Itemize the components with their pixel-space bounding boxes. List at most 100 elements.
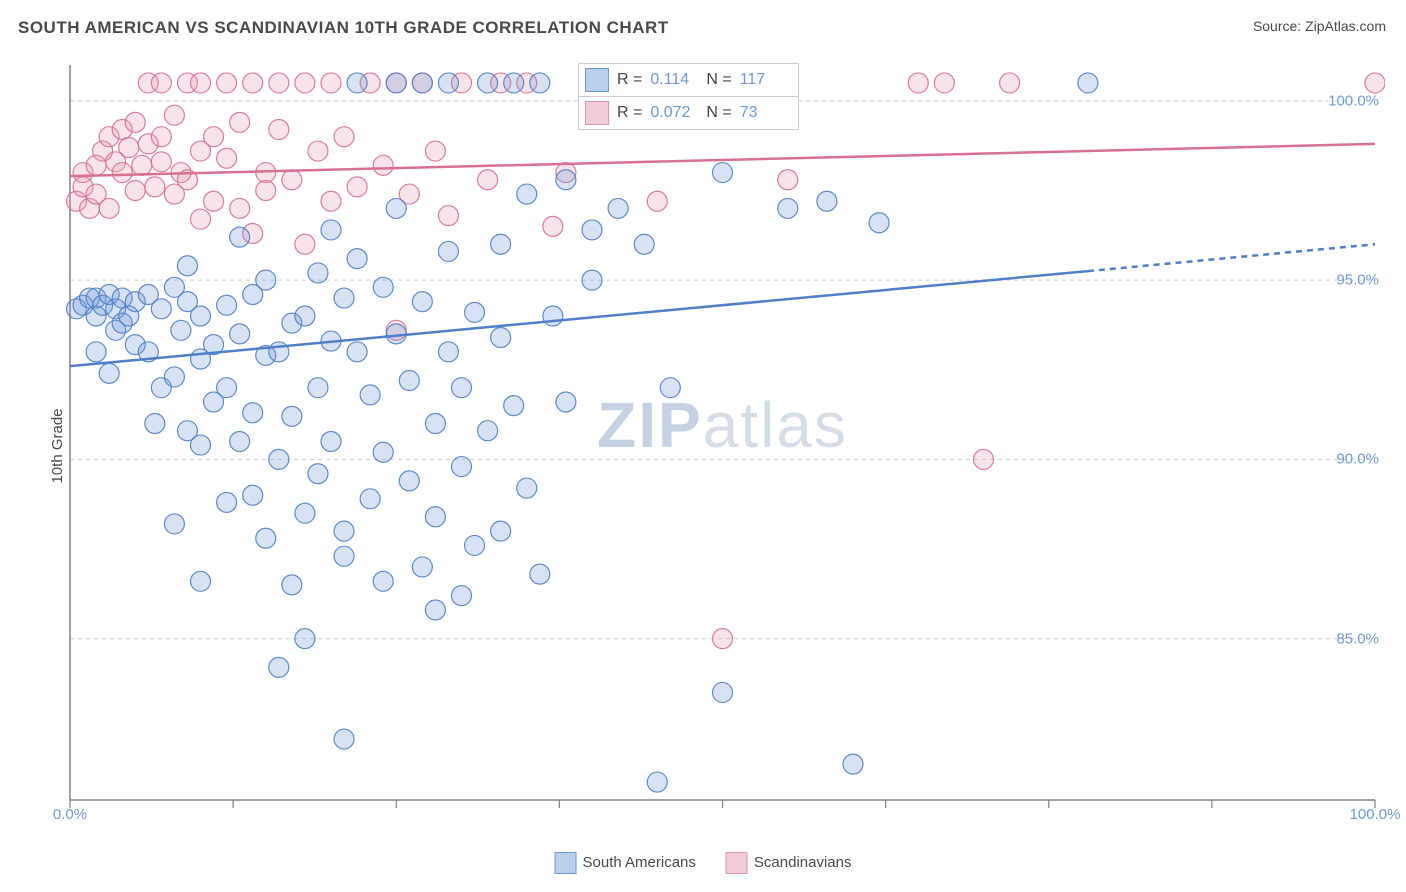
- scatter-point: [217, 295, 237, 315]
- stats-legend: R =0.114N =117R =0.072N =73: [578, 63, 799, 130]
- scatter-point: [151, 152, 171, 172]
- legend-item: Scandinavians: [726, 852, 852, 874]
- scatter-point: [217, 378, 237, 398]
- scatter-point: [145, 414, 165, 434]
- plot-area: R =0.114N =117R =0.072N =73 ZIPatlas 85.…: [60, 55, 1385, 825]
- legend-swatch: [585, 101, 609, 125]
- scatter-point: [412, 292, 432, 312]
- scatter-point: [504, 73, 524, 93]
- scatter-point: [99, 198, 119, 218]
- scatter-point: [295, 73, 315, 93]
- legend-n-label: N =: [706, 104, 731, 122]
- scatter-point: [256, 528, 276, 548]
- scatter-point: [217, 148, 237, 168]
- scatter-point: [543, 216, 563, 236]
- scatter-point: [295, 629, 315, 649]
- scatter-point: [347, 249, 367, 269]
- scatter-point: [99, 363, 119, 383]
- scatter-point: [334, 546, 354, 566]
- scatter-point: [556, 392, 576, 412]
- scatter-point: [843, 754, 863, 774]
- scatter-point: [504, 396, 524, 416]
- scatter-point: [491, 327, 511, 347]
- scatter-point: [582, 270, 602, 290]
- scatter-point: [713, 629, 733, 649]
- scatter-chart: [60, 55, 1385, 825]
- y-tick-label: 85.0%: [1336, 630, 1379, 647]
- scatter-point: [425, 414, 445, 434]
- scatter-point: [778, 198, 798, 218]
- scatter-point: [412, 73, 432, 93]
- legend-r-value: 0.072: [650, 104, 698, 122]
- scatter-point: [308, 464, 328, 484]
- legend-n-value: 73: [740, 104, 788, 122]
- scatter-point: [360, 385, 380, 405]
- scatter-point: [145, 177, 165, 197]
- source-label: Source:: [1253, 18, 1301, 34]
- scatter-point: [334, 288, 354, 308]
- scatter-point: [282, 406, 302, 426]
- scatter-point: [191, 435, 211, 455]
- scatter-point: [647, 191, 667, 211]
- scatter-point: [778, 170, 798, 190]
- legend-label: South Americans: [583, 854, 696, 871]
- scatter-point: [230, 324, 250, 344]
- trend-line: [70, 271, 1088, 366]
- scatter-point: [269, 73, 289, 93]
- scatter-point: [204, 191, 224, 211]
- scatter-point: [321, 191, 341, 211]
- legend-swatch: [555, 852, 577, 874]
- scatter-point: [151, 73, 171, 93]
- scatter-point: [112, 163, 132, 183]
- scatter-point: [934, 73, 954, 93]
- scatter-point: [373, 155, 393, 175]
- scatter-point: [425, 600, 445, 620]
- legend-r-label: R =: [617, 104, 642, 122]
- y-tick-label: 95.0%: [1336, 272, 1379, 289]
- scatter-point: [295, 503, 315, 523]
- scatter-point: [243, 73, 263, 93]
- scatter-point: [243, 403, 263, 423]
- scatter-point: [230, 227, 250, 247]
- scatter-point: [119, 137, 139, 157]
- scatter-point: [308, 141, 328, 161]
- scatter-point: [908, 73, 928, 93]
- scatter-point: [399, 471, 419, 491]
- scatter-point: [269, 657, 289, 677]
- legend-swatch: [726, 852, 748, 874]
- scatter-point: [282, 170, 302, 190]
- scatter-point: [204, 127, 224, 147]
- scatter-point: [86, 342, 106, 362]
- scatter-point: [269, 120, 289, 140]
- scatter-point: [177, 256, 197, 276]
- scatter-point: [308, 263, 328, 283]
- scatter-point: [438, 206, 458, 226]
- scatter-point: [517, 478, 537, 498]
- scatter-point: [334, 729, 354, 749]
- legend-r-value: 0.114: [650, 71, 698, 89]
- scatter-point: [478, 170, 498, 190]
- y-tick-label: 90.0%: [1336, 451, 1379, 468]
- scatter-point: [556, 170, 576, 190]
- scatter-point: [321, 431, 341, 451]
- scatter-point: [386, 198, 406, 218]
- legend-item: South Americans: [555, 852, 696, 874]
- scatter-point: [452, 586, 472, 606]
- scatter-point: [347, 177, 367, 197]
- scatter-point: [491, 234, 511, 254]
- scatter-point: [217, 492, 237, 512]
- scatter-point: [360, 489, 380, 509]
- scatter-point: [412, 557, 432, 577]
- scatter-point: [713, 163, 733, 183]
- scatter-point: [125, 180, 145, 200]
- scatter-point: [869, 213, 889, 233]
- scatter-point: [478, 421, 498, 441]
- x-tick-label: 0.0%: [53, 806, 87, 823]
- scatter-point: [164, 367, 184, 387]
- scatter-point: [1000, 73, 1020, 93]
- scatter-point: [647, 772, 667, 792]
- trend-line-extrapolated: [1088, 244, 1375, 271]
- scatter-point: [517, 184, 537, 204]
- scatter-point: [347, 73, 367, 93]
- scatter-point: [334, 127, 354, 147]
